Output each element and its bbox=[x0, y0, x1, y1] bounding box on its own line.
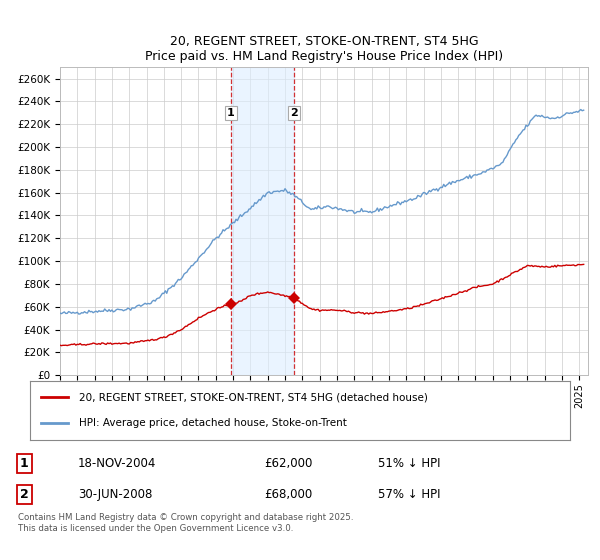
Text: 1: 1 bbox=[227, 108, 235, 118]
Text: 20, REGENT STREET, STOKE-ON-TRENT, ST4 5HG (detached house): 20, REGENT STREET, STOKE-ON-TRENT, ST4 5… bbox=[79, 392, 427, 402]
Text: 2: 2 bbox=[20, 488, 28, 501]
Text: 57% ↓ HPI: 57% ↓ HPI bbox=[378, 488, 440, 501]
Text: £68,000: £68,000 bbox=[264, 488, 312, 501]
Text: HPI: Average price, detached house, Stoke-on-Trent: HPI: Average price, detached house, Stok… bbox=[79, 418, 346, 428]
Title: 20, REGENT STREET, STOKE-ON-TRENT, ST4 5HG
Price paid vs. HM Land Registry's Hou: 20, REGENT STREET, STOKE-ON-TRENT, ST4 5… bbox=[145, 35, 503, 63]
Bar bbox=[231, 67, 294, 375]
Text: 30-JUN-2008: 30-JUN-2008 bbox=[78, 488, 152, 501]
Text: Contains HM Land Registry data © Crown copyright and database right 2025.
This d: Contains HM Land Registry data © Crown c… bbox=[18, 514, 353, 533]
Text: 2: 2 bbox=[290, 108, 298, 118]
Text: £62,000: £62,000 bbox=[264, 457, 313, 470]
Text: 1: 1 bbox=[20, 457, 28, 470]
Text: 51% ↓ HPI: 51% ↓ HPI bbox=[378, 457, 440, 470]
Text: 18-NOV-2004: 18-NOV-2004 bbox=[78, 457, 157, 470]
